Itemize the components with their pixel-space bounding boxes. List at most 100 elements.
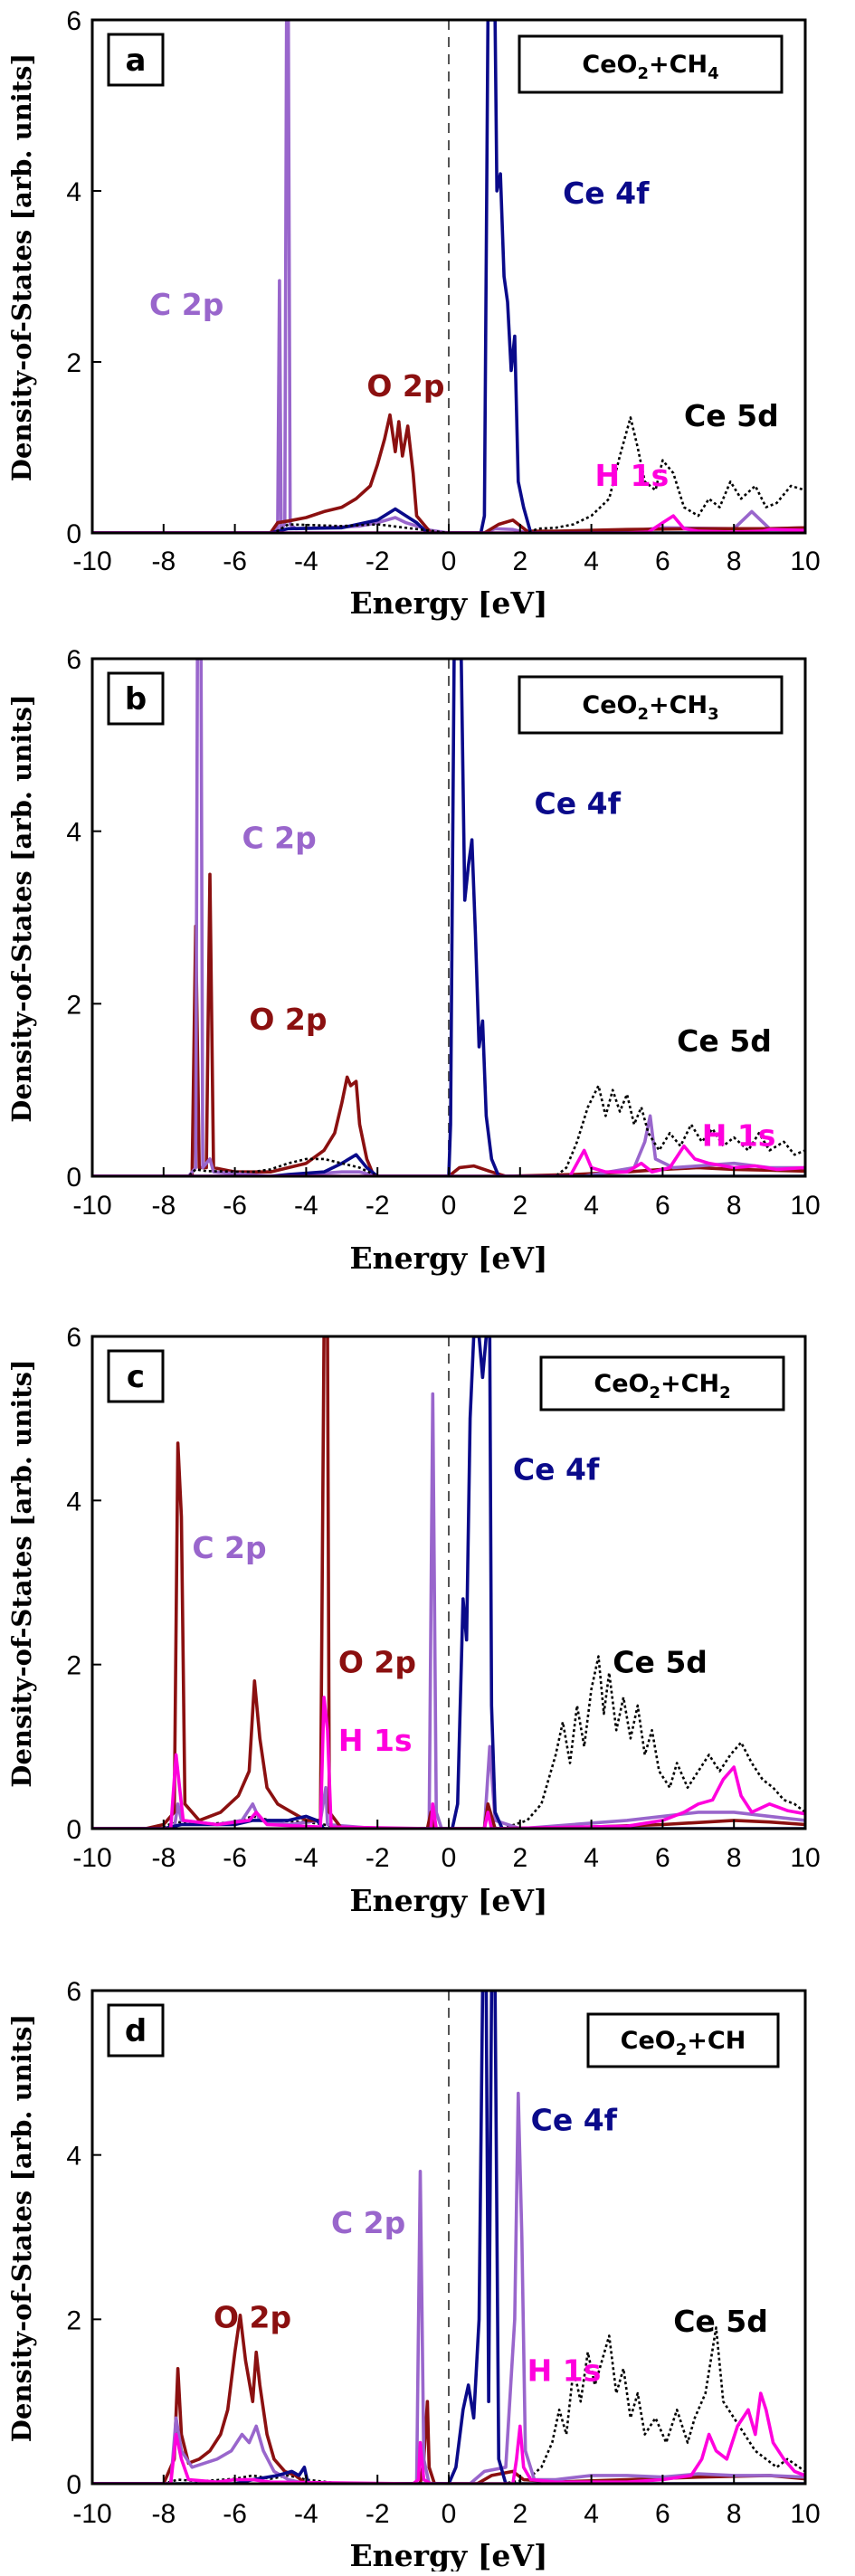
formula-sub: 2 [637, 64, 649, 83]
x-tick-label: 0 [442, 547, 457, 576]
formula-sub: 2 [719, 1383, 731, 1402]
x-tick-label: 6 [655, 1191, 670, 1221]
formula-mid: +CH [649, 691, 708, 719]
x-tick-label: -6 [223, 2499, 247, 2529]
x-tick-label: 0 [442, 1843, 457, 1873]
x-tick-label: 2 [512, 1191, 527, 1221]
series-o-2p [92, 2314, 805, 2484]
y-tick-label: 4 [66, 818, 81, 848]
annotation-ce-4f: Ce 4f [513, 1452, 600, 1488]
annotation-c-2p: C 2p [192, 1530, 266, 1565]
series-ce-5d [92, 1084, 805, 1176]
formula-box [586, 2012, 780, 2068]
panel-label: c [127, 1359, 145, 1395]
x-axis-title: Energy [eV] [349, 2538, 547, 2571]
y-axis-title: Density-of-States [arb. units] [6, 53, 37, 481]
formula-label: CeO2+CH3 [582, 691, 718, 724]
x-tick-label: -4 [294, 547, 318, 576]
annotation-ce-4f: Ce 4f [531, 2102, 618, 2137]
annotation-c-2p: C 2p [242, 821, 316, 856]
y-tick-label: 6 [66, 1323, 81, 1353]
series-h-1s [92, 1696, 805, 1829]
x-tick-label: 8 [727, 547, 742, 576]
formula-mid: +CH [660, 1370, 719, 1398]
x-tick-label: 0 [442, 2499, 457, 2529]
y-tick-label: 6 [66, 6, 81, 36]
panel-label-box [107, 2003, 165, 2058]
x-tick-label: 4 [584, 547, 599, 576]
x-tick-label: 0 [442, 1191, 457, 1221]
annotation-o-2p: O 2p [249, 1002, 327, 1037]
formula-base: CeO [621, 2027, 676, 2055]
x-axis-title: Energy [eV] [349, 1240, 547, 1276]
series-group [92, 1991, 805, 2484]
annotation-ce-4f: Ce 4f [563, 176, 650, 211]
annotation-c-2p: C 2p [331, 2205, 405, 2240]
x-tick-label: -2 [366, 2499, 390, 2529]
y-tick-label: 4 [66, 1487, 81, 1516]
annotation-ce-5d: Ce 5d [684, 398, 779, 433]
panel-label-box [107, 1349, 165, 1403]
formula-box [518, 34, 784, 94]
x-tick-label: 10 [790, 1843, 820, 1873]
x-tick-label: -6 [223, 1843, 247, 1873]
x-tick-label: -10 [72, 1191, 111, 1221]
annotation-o-2p: O 2p [366, 368, 444, 404]
formula-base: CeO [594, 1370, 649, 1398]
formula-label: CeO2+CH [621, 2027, 746, 2059]
x-tick-label: -2 [366, 547, 390, 576]
series-ce-5d [92, 416, 805, 533]
x-tick-label: 8 [727, 1191, 742, 1221]
y-tick-label: 0 [66, 2470, 81, 2500]
annotation-h-1s: H 1s [702, 1118, 776, 1154]
x-tick-label: 6 [655, 2499, 670, 2529]
x-tick-label: 2 [512, 2499, 527, 2529]
y-tick-label: 4 [66, 2142, 81, 2172]
x-tick-label: 8 [727, 1843, 742, 1873]
series-c-2p [92, 659, 805, 1176]
x-tick-label: 10 [790, 2499, 820, 2529]
x-tick-label: -6 [223, 1191, 247, 1221]
y-axis-title: Density-of-States [arb. units] [6, 1359, 37, 1787]
x-tick-label: -4 [294, 2499, 318, 2529]
formula-label: CeO2+CH2 [594, 1370, 730, 1402]
x-tick-label: -10 [72, 547, 111, 576]
formula-box [518, 675, 784, 735]
x-tick-label: -8 [151, 1191, 176, 1221]
y-tick-label: 2 [66, 2305, 81, 2335]
series-group [92, 20, 805, 533]
formula-mid: +CH [649, 51, 708, 79]
series-h-1s [92, 1144, 805, 1176]
series-group [92, 659, 805, 1176]
panel-label: b [125, 681, 147, 718]
formula-label: CeO2+CH4 [582, 51, 718, 83]
chart-panel-b: -10 -8 -6 -4 -2 0 2 4 6 8 10 0 2 4 6 Energy [eV] Density… [6, 645, 821, 1276]
y-tick-label: 2 [66, 990, 81, 1020]
x-tick-label: 10 [790, 547, 820, 576]
x-tick-label: -10 [72, 1843, 111, 1873]
formula-mid: +CH [687, 2027, 746, 2055]
y-tick-label: 4 [66, 177, 81, 207]
x-tick-label: 4 [584, 2499, 599, 2529]
series-c-2p [92, 2091, 805, 2484]
x-tick-label: 8 [727, 2499, 742, 2529]
y-tick-label: 0 [66, 1163, 81, 1193]
y-tick-label: 0 [66, 519, 81, 549]
panel-label-box [107, 33, 165, 87]
y-axis-title: Density-of-States [arb. units] [6, 694, 37, 1122]
formula-sub: 2 [676, 2040, 688, 2059]
x-axis-title: Energy [eV] [349, 1883, 547, 1918]
x-tick-label: -2 [366, 1191, 390, 1221]
series-h-1s [92, 514, 805, 533]
panel-label-box [107, 671, 165, 726]
annotation-ce-4f: Ce 4f [535, 786, 622, 822]
chart-panel-c: -10 -8 -6 -4 -2 0 2 4 6 8 10 0 2 4 6 Energy [eV] Density… [6, 1323, 821, 1918]
annotation-o-2p: O 2p [338, 1645, 416, 1680]
y-tick-label: 6 [66, 645, 81, 675]
series-ce-4f [92, 20, 805, 533]
formula-sub: 3 [708, 705, 719, 724]
x-tick-label: 4 [584, 1843, 599, 1873]
series-ce-4f [92, 659, 805, 1176]
x-tick-label: -8 [151, 1843, 176, 1873]
